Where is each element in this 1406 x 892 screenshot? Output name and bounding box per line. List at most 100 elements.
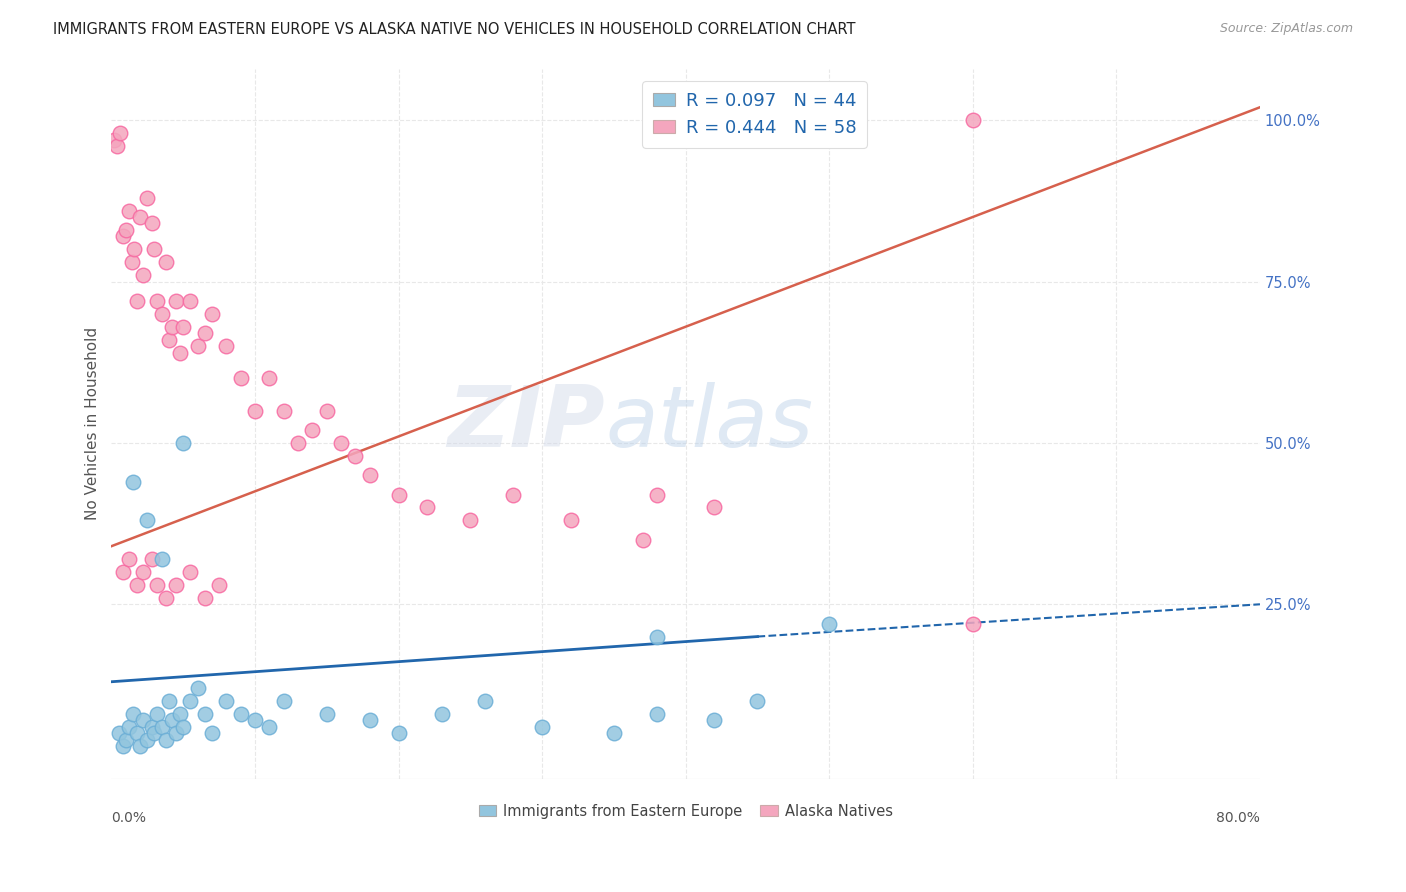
Point (111, 739, 134, 754)
Point (146, 293, 169, 308)
Point (146, 706, 169, 721)
Point (187, 339, 209, 353)
Point (146, 578, 169, 592)
Point (194, 706, 217, 721)
Point (344, 449, 367, 463)
Point (215, 339, 238, 353)
Point (962, 113, 984, 128)
Point (460, 513, 482, 527)
Point (165, 293, 187, 308)
Point (122, 706, 145, 721)
Point (127, 293, 149, 308)
Point (229, 706, 252, 721)
Point (201, 726, 224, 740)
Point (474, 694, 496, 708)
Point (160, 319, 183, 334)
Point (531, 720, 554, 734)
Point (179, 694, 201, 708)
Point (645, 706, 668, 721)
Point (172, 720, 194, 734)
Point (150, 552, 173, 566)
Point (150, 307, 173, 321)
Point (111, 565, 134, 579)
Point (165, 578, 187, 592)
Legend: Immigrants from Eastern Europe, Alaska Natives: Immigrants from Eastern Europe, Alaska N… (472, 797, 898, 824)
Point (132, 268, 155, 282)
Point (703, 500, 725, 515)
Text: Source: ZipAtlas.com: Source: ZipAtlas.com (1219, 22, 1353, 36)
Point (645, 630, 668, 644)
Point (129, 739, 152, 754)
Point (229, 371, 252, 385)
Point (243, 403, 266, 417)
Point (155, 255, 177, 269)
Point (416, 500, 439, 515)
Point (747, 694, 769, 708)
Point (136, 191, 159, 205)
Point (287, 436, 309, 450)
Point (243, 714, 266, 728)
Point (132, 714, 155, 728)
Point (141, 720, 163, 734)
Point (259, 720, 281, 734)
Point (114, 732, 136, 747)
Point (208, 578, 231, 592)
Text: 80.0%: 80.0% (1216, 811, 1260, 824)
Point (359, 714, 381, 728)
Point (103, 132, 125, 146)
Point (160, 714, 183, 728)
Point (141, 552, 163, 566)
Point (273, 694, 295, 708)
Point (259, 371, 281, 385)
Point (502, 487, 524, 501)
Point (114, 223, 136, 237)
Point (430, 706, 453, 721)
Point (136, 732, 159, 747)
Point (301, 423, 323, 437)
Point (127, 578, 149, 592)
Point (155, 591, 177, 605)
Point (172, 436, 194, 450)
Point (645, 487, 668, 501)
Text: ZIP: ZIP (447, 382, 606, 465)
Point (108, 126, 131, 140)
Point (315, 706, 337, 721)
Point (631, 533, 654, 547)
Point (179, 565, 201, 579)
Point (155, 732, 177, 747)
Text: atlas: atlas (606, 382, 813, 465)
Point (105, 139, 128, 153)
Point (560, 513, 582, 527)
Point (603, 726, 626, 740)
Point (315, 403, 337, 417)
Point (387, 487, 409, 501)
Point (703, 714, 725, 728)
Text: 0.0%: 0.0% (111, 811, 146, 824)
Point (117, 552, 139, 566)
Point (179, 293, 201, 308)
Point (143, 242, 166, 256)
Point (387, 726, 409, 740)
Point (962, 616, 984, 631)
Point (165, 726, 187, 740)
Point (132, 565, 155, 579)
Point (157, 333, 180, 347)
Point (107, 726, 129, 740)
Point (143, 726, 166, 740)
Point (117, 720, 139, 734)
Point (194, 591, 217, 605)
Text: IMMIGRANTS FROM EASTERN EUROPE VS ALASKA NATIVE NO VEHICLES IN HOUSEHOLD CORRELA: IMMIGRANTS FROM EASTERN EUROPE VS ALASKA… (53, 22, 856, 37)
Point (150, 720, 173, 734)
Point (117, 203, 139, 218)
Point (169, 706, 191, 721)
Point (215, 694, 238, 708)
Y-axis label: No Vehicles in Household: No Vehicles in Household (86, 327, 100, 520)
Point (141, 216, 163, 230)
Point (273, 403, 295, 417)
Point (136, 513, 159, 527)
Point (157, 694, 180, 708)
Point (129, 210, 152, 224)
Point (818, 616, 841, 631)
Point (330, 436, 353, 450)
Point (201, 307, 224, 321)
